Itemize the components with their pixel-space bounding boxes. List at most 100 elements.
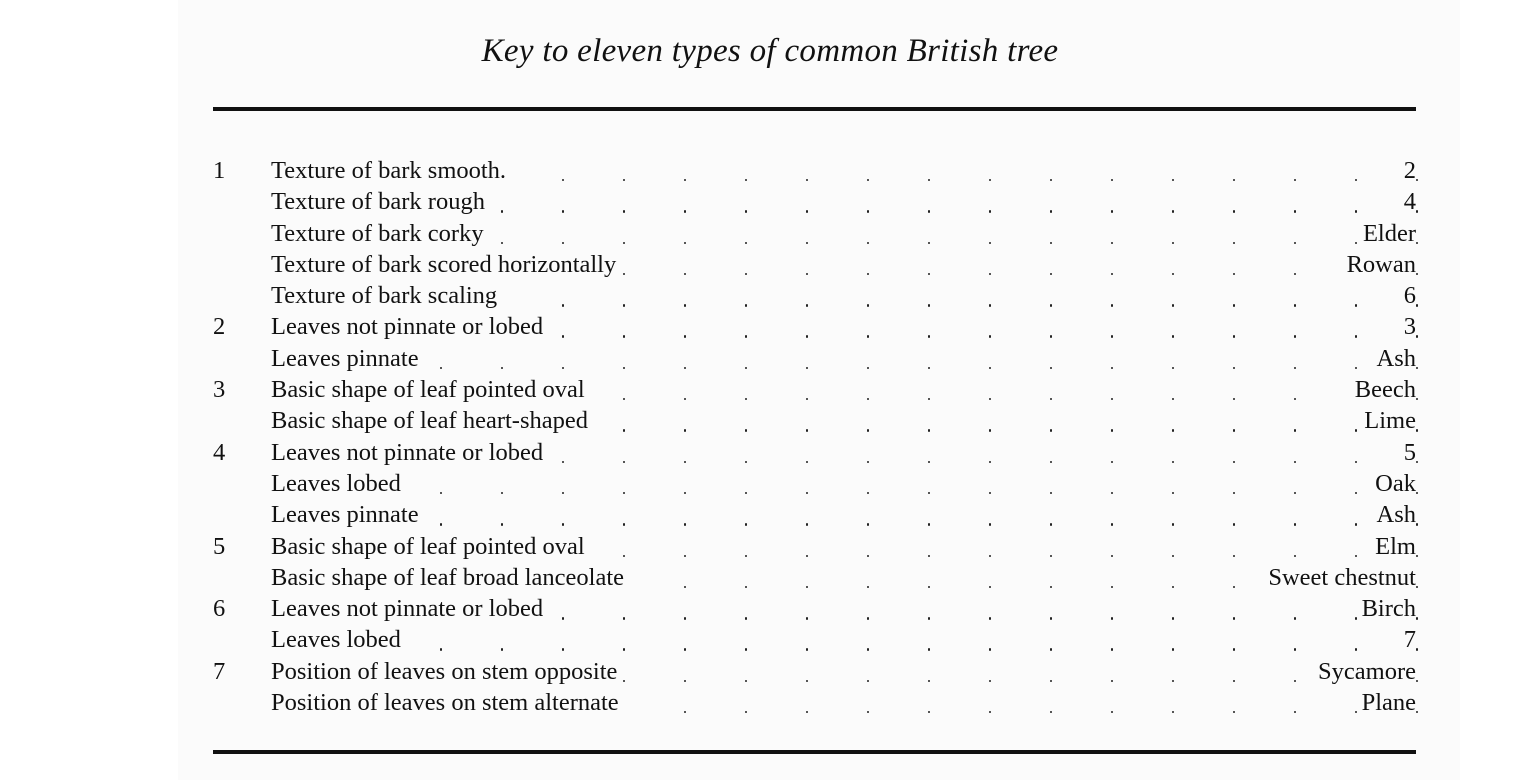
leader-dot (1050, 711, 1053, 714)
leader-dot (989, 523, 992, 526)
leader-dot (440, 366, 443, 370)
leader-dot (867, 648, 870, 651)
leader-dot (806, 210, 809, 213)
leader-dot (1355, 523, 1358, 526)
leader-dot (562, 523, 565, 526)
leader-dot (745, 241, 748, 244)
leader-dot (867, 179, 870, 182)
leader-dots (423, 624, 1419, 655)
leader-dot (1233, 648, 1236, 651)
leader-dot (745, 272, 748, 276)
leader-dot (684, 398, 687, 401)
leader-dot (1050, 398, 1053, 401)
leader-dot (1355, 210, 1358, 213)
key-description: Leaves lobed (271, 624, 407, 656)
leader-dot (1050, 554, 1053, 557)
key-row: 2 Leaves not pinnate or lobed 3 (213, 311, 1419, 343)
leader-dot (867, 679, 870, 683)
leader-dot (440, 648, 443, 651)
leader-dot (1355, 241, 1358, 244)
leader-dot (1111, 304, 1114, 307)
key-result: 2 (1401, 155, 1416, 186)
key-description: Texture of bark scaling (271, 280, 504, 312)
leader-dot (989, 617, 992, 620)
leader-dot (1172, 617, 1175, 620)
leader-dot (562, 648, 565, 651)
leader-dot (684, 335, 687, 338)
leader-dot (806, 272, 809, 276)
leader-dot (623, 179, 626, 182)
leader-dot (1233, 179, 1236, 182)
leader-dot (806, 241, 809, 244)
leader-dot (1233, 554, 1236, 557)
leader-dot (928, 366, 931, 370)
leader-dot (1111, 523, 1114, 526)
leader-dot (1294, 210, 1297, 213)
leader-dot (1111, 398, 1114, 401)
leader-dot (1050, 460, 1053, 464)
leader-dot (1050, 241, 1053, 244)
leader-dot (1294, 241, 1297, 244)
key-row: Texture of bark corky Elder (213, 217, 1419, 249)
leader-dot (1172, 179, 1175, 182)
key-result: Ash (1374, 342, 1416, 374)
leader-dot (501, 241, 504, 244)
leader-dot (867, 429, 870, 432)
key-step-number: 5 (213, 532, 226, 560)
key-row: 1 Texture of bark smooth. 2 (213, 155, 1419, 186)
leader-dot (1172, 335, 1175, 338)
leader-dot (1050, 679, 1053, 683)
key-row: Leaves lobed 7 (213, 624, 1419, 656)
leader-dot (806, 554, 809, 557)
leader-dot (989, 460, 992, 464)
leader-dot (989, 679, 992, 683)
leader-dot (501, 366, 504, 370)
leader-dot (1416, 585, 1419, 589)
leader-dot (623, 648, 626, 651)
leader-dot (684, 366, 687, 370)
leader-dot (928, 398, 931, 401)
leader-dot (440, 491, 443, 495)
leader-dot (1416, 523, 1419, 526)
key-result: 7 (1401, 624, 1416, 656)
leader-dot (1416, 335, 1419, 338)
key-row: Basic shape of leaf heart-shaped Lime (213, 405, 1419, 437)
leader-dot (745, 648, 748, 651)
leader-dot (623, 241, 626, 244)
leader-dot (623, 460, 626, 464)
leader-dot (1172, 648, 1175, 651)
table-title: Key to eleven types of common British tr… (481, 33, 1059, 69)
leader-dot (684, 617, 687, 620)
leader-dot (623, 304, 626, 307)
leader-dot (562, 304, 565, 307)
key-row: Leaves pinnate Ash (213, 342, 1419, 374)
leader-dot (1294, 679, 1297, 683)
leader-dot (501, 648, 504, 651)
key-step-number: 6 (213, 595, 226, 623)
leader-dot (684, 585, 687, 589)
leader-dot (928, 335, 931, 338)
leader-dot (989, 366, 992, 370)
leader-dot (989, 648, 992, 651)
leader-dot (1111, 617, 1114, 620)
leader-dot (1172, 491, 1175, 495)
leader-dot (745, 335, 748, 338)
leader-dot (1416, 304, 1419, 307)
leader-dot (806, 523, 809, 526)
key-step-number: 2 (213, 313, 226, 341)
leader-dot (684, 210, 687, 213)
key-result: 6 (1401, 280, 1416, 312)
leader-dot (928, 491, 931, 495)
leader-dot (1416, 711, 1419, 714)
leader-dot (928, 523, 931, 526)
leader-dot (1355, 179, 1358, 182)
leader-dots (423, 468, 1419, 499)
leader-dot (1111, 210, 1114, 213)
leader-dot (684, 711, 687, 714)
leader-dot (806, 679, 809, 683)
key-description: Texture of bark scored horizontally (271, 248, 623, 280)
leader-dot (1111, 366, 1114, 370)
key-result: 4 (1401, 186, 1416, 218)
key-description: Texture of bark rough (271, 186, 491, 218)
